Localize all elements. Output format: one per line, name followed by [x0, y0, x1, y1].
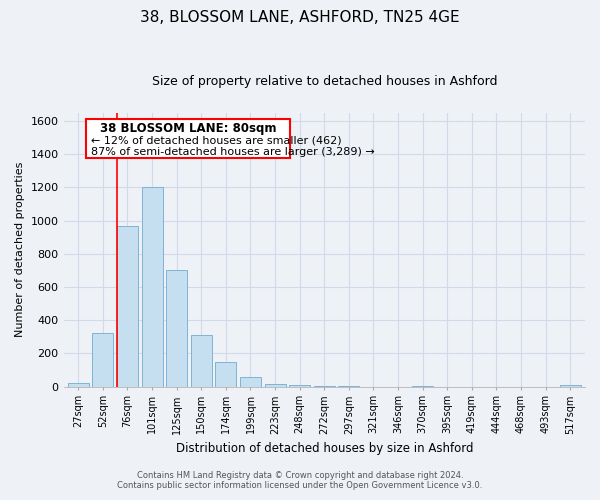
Bar: [166, 270, 187, 386]
Bar: [215, 362, 236, 386]
Bar: [289, 385, 310, 386]
Bar: [191, 335, 212, 386]
Bar: [142, 188, 163, 386]
Title: Size of property relative to detached houses in Ashford: Size of property relative to detached ho…: [152, 75, 497, 88]
FancyBboxPatch shape: [86, 120, 290, 158]
Bar: [265, 384, 286, 386]
Bar: [560, 385, 581, 386]
Bar: [68, 383, 89, 386]
Text: 38, BLOSSOM LANE, ASHFORD, TN25 4GE: 38, BLOSSOM LANE, ASHFORD, TN25 4GE: [140, 10, 460, 25]
Text: ← 12% of detached houses are smaller (462): ← 12% of detached houses are smaller (46…: [91, 136, 341, 145]
Y-axis label: Number of detached properties: Number of detached properties: [15, 162, 25, 338]
Bar: [240, 376, 261, 386]
Text: 38 BLOSSOM LANE: 80sqm: 38 BLOSSOM LANE: 80sqm: [100, 122, 276, 136]
Text: 87% of semi-detached houses are larger (3,289) →: 87% of semi-detached houses are larger (…: [91, 147, 374, 157]
Text: Contains HM Land Registry data © Crown copyright and database right 2024.
Contai: Contains HM Land Registry data © Crown c…: [118, 470, 482, 490]
X-axis label: Distribution of detached houses by size in Ashford: Distribution of detached houses by size …: [176, 442, 473, 455]
Bar: [92, 334, 113, 386]
Bar: [117, 226, 138, 386]
